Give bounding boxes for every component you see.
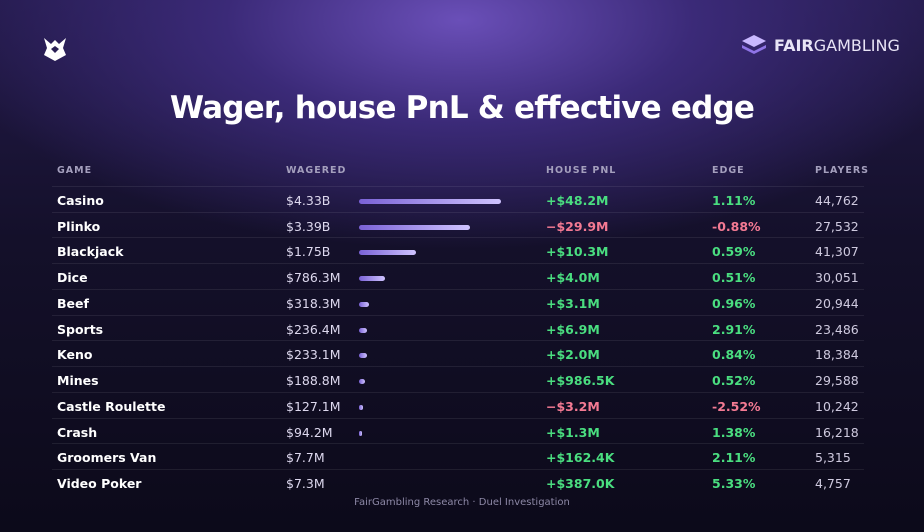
edge: 0.84% xyxy=(712,347,756,363)
column-header: HOUSE PNL xyxy=(546,165,617,176)
players: 10,242 xyxy=(815,398,859,414)
edge: 0.51% xyxy=(712,270,756,286)
house-pnl: −$3.2M xyxy=(546,398,600,414)
edge: 2.11% xyxy=(712,450,756,466)
wager-bar xyxy=(359,224,471,230)
players: 29,588 xyxy=(815,373,859,389)
players: 30,051 xyxy=(815,270,859,286)
players: 5,315 xyxy=(815,450,851,466)
row-separator xyxy=(52,417,864,419)
logo xyxy=(44,38,66,61)
game-name: Groomers Van xyxy=(57,450,157,466)
game-name: Mines xyxy=(57,373,99,389)
edge: 1.11% xyxy=(712,193,756,208)
edge: -0.88% xyxy=(712,218,761,234)
game-name: Castle Roulette xyxy=(57,398,166,414)
row-separator xyxy=(52,314,864,316)
wagered: $786.3M xyxy=(286,270,341,286)
column-header: WAGERED xyxy=(286,165,347,176)
players: 23,486 xyxy=(815,321,859,337)
players: 16,218 xyxy=(815,424,859,440)
players: 4,757 xyxy=(815,476,851,492)
house-pnl: +$162.4K xyxy=(546,450,615,466)
house-pnl: +$4.0M xyxy=(546,270,600,286)
wager-bar xyxy=(359,353,367,359)
wagered: $7.3M xyxy=(286,476,325,492)
game-name: Blackjack xyxy=(57,244,124,260)
row-separator xyxy=(52,469,864,471)
brand: FAIRGAMBLING xyxy=(774,36,900,55)
footer: FairGambling Research · Duel Investigati… xyxy=(354,497,570,508)
wager-bar xyxy=(359,327,367,333)
players: 44,762 xyxy=(815,193,859,208)
row-separator xyxy=(52,443,864,445)
wager-bar xyxy=(359,199,501,204)
row-separator xyxy=(52,186,864,187)
game-name: Sports xyxy=(57,321,104,337)
column-header: EDGE xyxy=(712,165,745,176)
wagered: $236.4M xyxy=(286,321,341,337)
row-separator xyxy=(52,211,864,213)
game-name: Video Poker xyxy=(57,476,142,492)
column-header: PLAYERS xyxy=(815,165,869,176)
wager-bar xyxy=(359,430,363,436)
edge: 0.59% xyxy=(712,244,756,260)
players: 18,384 xyxy=(815,347,859,363)
wagered: $318.3M xyxy=(286,295,341,311)
wagered: $3.39B xyxy=(286,218,331,234)
brand-icon xyxy=(742,35,766,54)
players: 20,944 xyxy=(815,295,859,311)
wager-bar xyxy=(359,379,366,385)
row-separator xyxy=(52,237,864,239)
game-name: Keno xyxy=(57,347,93,363)
row-separator xyxy=(52,263,864,265)
title: Wager, house PnL & effective edge xyxy=(169,90,755,126)
brand-bold: FAIR xyxy=(774,36,814,55)
game-name: Crash xyxy=(57,424,98,440)
wagered: $7.7M xyxy=(286,450,325,466)
house-pnl: −$29.9M xyxy=(546,218,609,234)
wager-bar xyxy=(359,250,417,256)
house-pnl: +$3.1M xyxy=(546,295,600,311)
house-pnl: +$1.3M xyxy=(546,424,600,440)
house-pnl: +$387.0K xyxy=(546,476,615,492)
wagered: $233.1M xyxy=(286,347,341,363)
players: 27,532 xyxy=(815,218,859,234)
wager-bar xyxy=(359,276,385,282)
wagered: $127.1M xyxy=(286,398,341,414)
edge: 0.52% xyxy=(712,373,756,389)
edge: 2.91% xyxy=(712,321,756,337)
game-name: Beef xyxy=(57,295,89,311)
wager-bar xyxy=(359,404,364,410)
game-name: Casino xyxy=(57,193,104,208)
house-pnl: +$10.3M xyxy=(546,244,609,260)
row-separator xyxy=(52,288,864,290)
house-pnl: +$986.5K xyxy=(546,373,615,389)
brand-rest: GAMBLING xyxy=(813,36,900,55)
wager-bar xyxy=(359,301,370,307)
edge: 0.96% xyxy=(712,295,756,311)
wagered: $1.75B xyxy=(286,244,331,260)
column-header: GAME xyxy=(57,165,93,176)
row-separator xyxy=(52,340,864,342)
game-name: Plinko xyxy=(57,218,101,234)
players: 41,307 xyxy=(815,244,859,260)
wagered: $4.33B xyxy=(286,193,331,208)
row-separator xyxy=(52,391,864,393)
house-pnl: +$48.2M xyxy=(546,193,609,208)
game-name: Dice xyxy=(57,270,88,286)
wagered: $94.2M xyxy=(286,424,333,440)
edge: -2.52% xyxy=(712,398,761,414)
edge: 5.33% xyxy=(712,476,756,492)
house-pnl: +$2.0M xyxy=(546,347,600,363)
wagered: $188.8M xyxy=(286,373,341,389)
row-separator xyxy=(52,366,864,368)
house-pnl: +$6.9M xyxy=(546,321,600,337)
edge: 1.38% xyxy=(712,424,756,440)
